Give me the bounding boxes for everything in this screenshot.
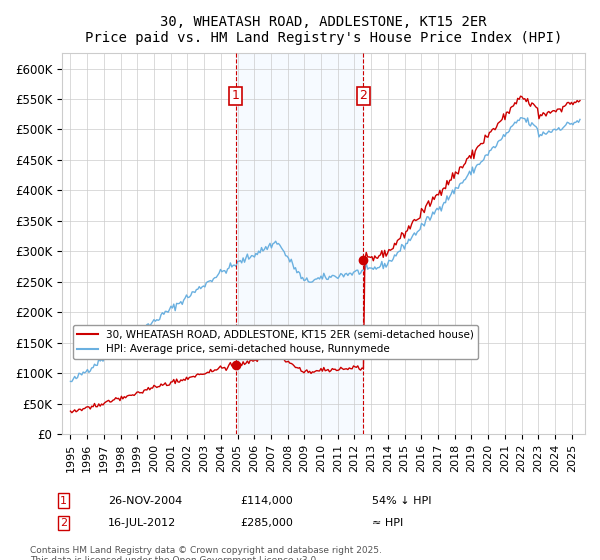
Legend: 30, WHEATASH ROAD, ADDLESTONE, KT15 2ER (semi-detached house), HPI: Average pric: 30, WHEATASH ROAD, ADDLESTONE, KT15 2ER …	[73, 325, 478, 358]
Text: 16-JUL-2012: 16-JUL-2012	[108, 518, 176, 528]
Title: 30, WHEATASH ROAD, ADDLESTONE, KT15 2ER
Price paid vs. HM Land Registry's House : 30, WHEATASH ROAD, ADDLESTONE, KT15 2ER …	[85, 15, 562, 45]
Bar	[236, 53, 364, 434]
Text: 2: 2	[359, 90, 367, 102]
Text: 1: 1	[232, 90, 240, 102]
Text: ≈ HPI: ≈ HPI	[372, 518, 403, 528]
Text: £285,000: £285,000	[240, 518, 293, 528]
Text: 26-NOV-2004: 26-NOV-2004	[108, 496, 182, 506]
Text: 54% ↓ HPI: 54% ↓ HPI	[372, 496, 431, 506]
Text: 2: 2	[60, 518, 67, 528]
Text: £114,000: £114,000	[240, 496, 293, 506]
Text: 1: 1	[60, 496, 67, 506]
Text: Contains HM Land Registry data © Crown copyright and database right 2025.
This d: Contains HM Land Registry data © Crown c…	[30, 546, 382, 560]
